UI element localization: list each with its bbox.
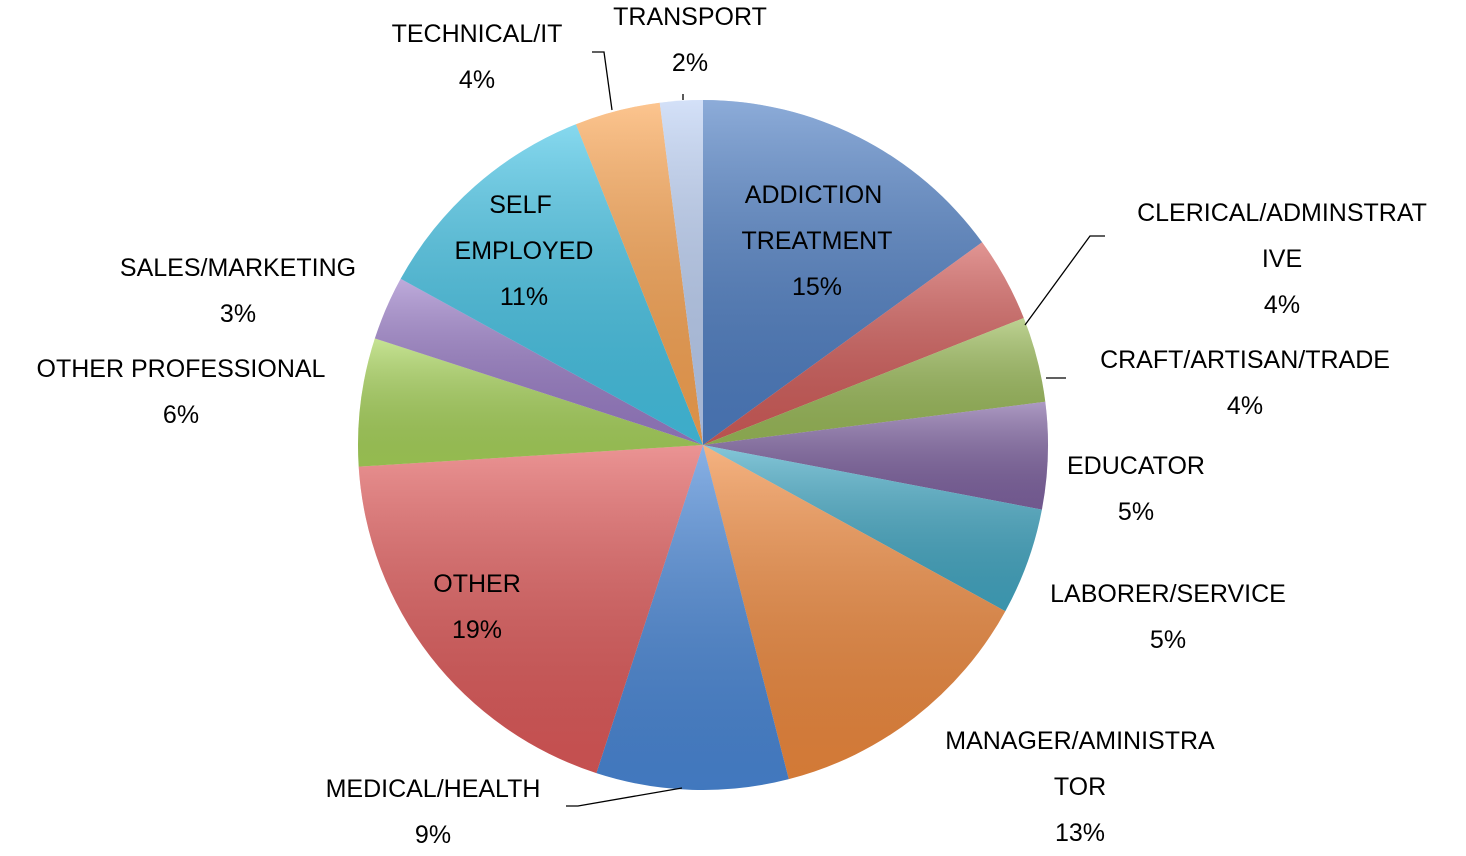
label-line: MEDICAL/HEALTH xyxy=(326,775,541,803)
leader-line xyxy=(566,787,683,807)
label-line: TRANSPORT xyxy=(613,3,767,31)
slice-shade xyxy=(358,338,703,467)
slice-shade xyxy=(575,102,703,445)
slice-shade xyxy=(703,401,1048,510)
labels: ADDICTION TREATMENT 15% CLERICAL/ADMINSTRA… xyxy=(37,3,1427,849)
value-label: 5% xyxy=(1118,498,1154,526)
label-line: SALES/MARKETING xyxy=(120,254,356,282)
label-line: OTHER PROFESSIONAL xyxy=(37,355,326,383)
category-label: CRAFT/ARTISAN/TRADE xyxy=(1100,346,1390,374)
leader-line xyxy=(1024,235,1105,326)
label-line: SELF xyxy=(489,191,558,219)
label-line: LABORER/SERVICE xyxy=(1050,580,1286,608)
category-label: SELF EMPLOYED xyxy=(455,191,594,265)
label-line: CLERICAL/ADMINSTRAT xyxy=(1137,199,1427,227)
category-label: TRANSPORT xyxy=(613,3,767,31)
slice-shade xyxy=(374,278,703,445)
label-line: TOR xyxy=(1054,773,1106,801)
value-label: 4% xyxy=(1227,392,1263,420)
leader-lines xyxy=(566,51,1105,807)
slice-shade xyxy=(659,100,703,445)
value-label: 4% xyxy=(459,66,495,94)
slice-shade xyxy=(400,124,703,445)
value-label: 11% xyxy=(500,283,548,311)
value-label: 6% xyxy=(163,401,199,429)
category-label: MEDICAL/HEALTH xyxy=(326,775,541,803)
label-line: OTHER xyxy=(433,570,521,598)
value-label: 4% xyxy=(1264,291,1300,319)
pie xyxy=(358,100,1048,790)
category-label: CLERICAL/ADMINSTRAT IVE xyxy=(1137,199,1427,273)
label-line: IVE xyxy=(1262,245,1302,273)
slice-shade xyxy=(596,445,789,790)
value-label: 19% xyxy=(452,616,502,644)
category-label: OTHER PROFESSIONAL xyxy=(37,355,326,383)
slice-shade xyxy=(703,445,1006,780)
category-label: OTHER xyxy=(433,570,521,598)
slice-shade xyxy=(358,445,703,774)
label-line: MANAGER/AMINISTRA xyxy=(945,727,1215,755)
category-label: MANAGER/AMINISTRA TOR xyxy=(945,727,1215,801)
category-label: LABORER/SERVICE xyxy=(1050,580,1286,608)
value-label: 2% xyxy=(672,49,708,77)
value-label: 15% xyxy=(792,273,842,301)
label-line: EDUCATOR xyxy=(1067,452,1205,480)
label-line: CRAFT/ARTISAN/TRADE xyxy=(1100,346,1390,374)
value-label: 13% xyxy=(1055,819,1105,847)
label-line: TECHNICAL/IT xyxy=(392,20,563,48)
slice-shade xyxy=(703,317,1046,445)
category-label: EDUCATOR xyxy=(1067,452,1205,480)
value-label: 9% xyxy=(415,821,451,849)
category-label: TECHNICAL/IT xyxy=(392,20,563,48)
value-label: 5% xyxy=(1150,626,1186,654)
category-label: ADDICTION TREATMENT xyxy=(742,181,893,255)
leader-line xyxy=(592,51,613,111)
value-label: 3% xyxy=(220,300,256,328)
label-line: ADDICTION xyxy=(745,181,889,209)
category-label: SALES/MARKETING xyxy=(120,254,356,282)
slice-shade xyxy=(703,242,1024,445)
slice-shade xyxy=(703,100,983,445)
label-line: EMPLOYED xyxy=(455,237,594,265)
label-line: TREATMENT xyxy=(742,227,893,255)
slice-shade xyxy=(703,445,1042,612)
